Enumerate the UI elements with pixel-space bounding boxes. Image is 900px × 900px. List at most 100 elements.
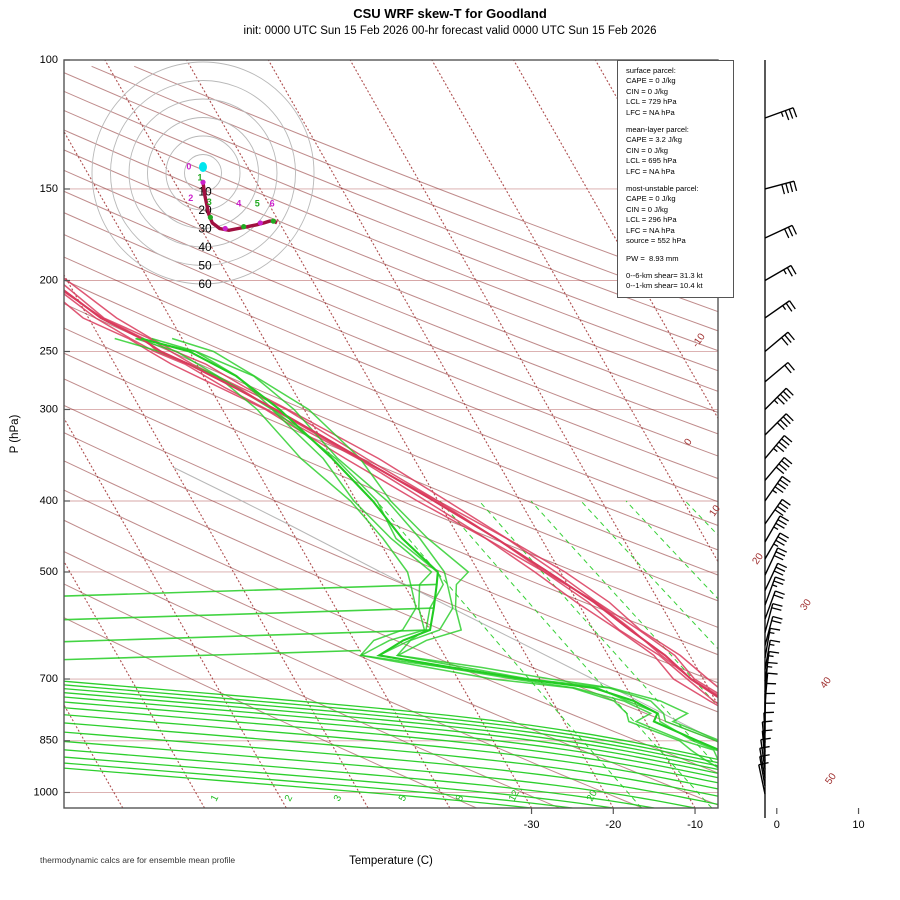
wind-barb: [764, 456, 793, 481]
pressure-tick-label: 1000: [34, 786, 58, 798]
isotherm-label: 20: [750, 551, 766, 567]
temperature-tick-label: 0: [774, 819, 780, 831]
plot-grid-area: [64, 60, 718, 808]
wind-barb: [764, 532, 789, 560]
storm-motion-marker: [199, 162, 207, 172]
temperature-tick-label: 10: [852, 819, 864, 831]
hodograph-ring-label: 50: [198, 259, 212, 273]
param-row: LCL = 695 hPa: [626, 156, 677, 166]
temperature-tick-label: -30: [524, 819, 540, 831]
isotherm-label: 50: [823, 771, 839, 787]
wind-barb: [764, 562, 788, 591]
hodograph-height-label: 5: [255, 199, 260, 209]
wind-barb: [764, 361, 795, 383]
hodograph-ring-label: 60: [198, 277, 212, 291]
footer-note: thermodynamic calcs are for ensemble mea…: [40, 855, 236, 865]
wind-barb: [764, 603, 783, 633]
mixing-ratio-label: 3: [332, 793, 345, 803]
param-row: CAPE = 0 J/kg: [626, 194, 676, 204]
parcel-parameters-box: surface parcel: CAPE = 0 J/kg CIN = 0 J/kg…: [617, 60, 734, 298]
param-row: LFC = NA hPa: [626, 107, 675, 117]
isotherm-label: 0: [682, 436, 694, 447]
param-row: CIN = 0 J/kg: [626, 86, 668, 96]
pressure-tick-label: 500: [40, 566, 58, 578]
pressure-tick-label: 700: [40, 673, 58, 685]
hodograph-height-label: 0: [186, 162, 191, 172]
mixing-ratio-label: 20: [585, 788, 600, 803]
param-row: 0--6-km shear= 31.3 kt: [626, 270, 703, 280]
wind-barb: [764, 498, 791, 525]
mixing-ratio-label: 2: [283, 793, 296, 803]
pressure-tick-label: 250: [40, 345, 58, 357]
hodograph-height-label: 1: [197, 173, 202, 183]
isotherm-label: 30: [798, 597, 814, 613]
wind-barb: [764, 692, 775, 724]
wind-barb: [764, 515, 789, 543]
param-row: 0--1-km shear= 10.4 kt: [626, 281, 703, 291]
wind-barb: [760, 737, 771, 770]
param-row: LFC = NA hPa: [626, 225, 675, 235]
page-title: CSU WRF skew-T for Goodland: [353, 6, 547, 21]
param-row: LCL = 296 hPa: [626, 215, 677, 225]
param-group-header: mean-layer parcel:: [626, 125, 689, 135]
wind-barb: [764, 639, 781, 670]
wind-barb: [764, 672, 778, 704]
wind-barb: [764, 413, 794, 436]
wind-barb: [764, 180, 798, 195]
wind-barb: [764, 331, 795, 353]
page-subtitle: init: 0000 UTC Sun 15 Feb 2026 00-hr for…: [243, 25, 657, 37]
wind-barb: [764, 576, 785, 606]
param-row: LCL = 729 hPa: [626, 97, 677, 107]
param-row: source = 552 hPa: [626, 236, 686, 246]
param-row: CAPE = 0 J/kg: [626, 76, 676, 86]
param-row: CIN = 0 J/kg: [626, 204, 668, 214]
wind-barb: [764, 627, 781, 659]
wind-barb: [764, 300, 796, 319]
x-axis-label: Temperature (C): [349, 855, 433, 867]
pressure-tick-label: 300: [40, 403, 58, 415]
wind-barb: [764, 615, 783, 646]
hodograph-height-label: 4: [236, 199, 241, 209]
wind-barb: [764, 224, 798, 239]
wind-barb: [764, 435, 793, 459]
pressure-tick-label: 100: [40, 54, 58, 66]
hodograph-height-label: 2: [188, 193, 193, 203]
hodograph-ring-label: 30: [198, 222, 212, 236]
mixing-ratio-label: 8: [454, 793, 467, 803]
wind-barb: [763, 711, 774, 743]
wind-barb: [764, 475, 791, 502]
temperature-tick-label: -10: [687, 819, 703, 831]
temperature-tick-label: -20: [605, 819, 621, 831]
plot-frame: [63, 59, 719, 809]
pressure-tick-label: 400: [40, 495, 58, 507]
mixing-ratio-label: 1: [209, 793, 222, 803]
hodograph-ring-label: 40: [198, 240, 212, 254]
pressure-tick-label: 200: [40, 274, 58, 286]
isotherm-label: 10: [707, 503, 723, 519]
wind-barb: [764, 702, 775, 734]
param-group-header: surface parcel:: [626, 66, 676, 75]
pressure-tick-label: 850: [40, 735, 58, 747]
param-row: LFC = NA hPa: [626, 166, 675, 176]
isotherm-label: -10: [690, 331, 708, 350]
wind-barb: [759, 754, 770, 787]
wind-barb: [764, 590, 785, 620]
isotherm-label: 40: [818, 675, 834, 691]
wind-barb: [764, 547, 788, 576]
wind-barb: [764, 264, 797, 282]
pressure-tick-label: 150: [40, 183, 58, 195]
wind-barb: [764, 387, 794, 410]
mixing-ratio-label: 12: [507, 788, 522, 803]
hodograph-height-label: 6: [270, 199, 275, 209]
param-group-header: most-unstable parcel:: [626, 184, 699, 194]
y-axis-label: P (hPa): [9, 414, 21, 453]
param-row: CIN = 0 J/kg: [626, 145, 668, 155]
hodograph-height-label: 3: [207, 197, 212, 207]
wind-barb: [758, 762, 769, 795]
wind-barb: [759, 745, 770, 778]
mixing-ratio-label: 5: [397, 793, 410, 803]
